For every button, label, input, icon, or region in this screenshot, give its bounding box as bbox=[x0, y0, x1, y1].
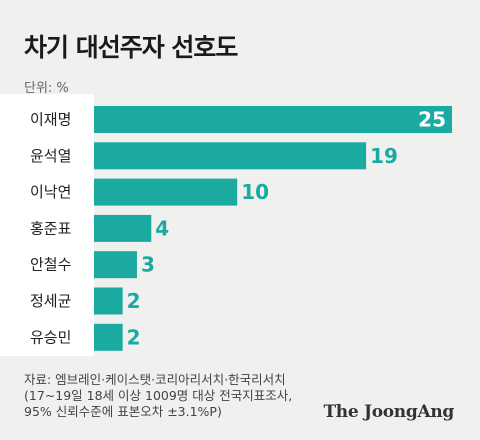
category-label: 윤석열 bbox=[30, 147, 71, 165]
category-label: 이재명 bbox=[30, 111, 71, 129]
bar bbox=[94, 106, 452, 133]
bar bbox=[94, 214, 152, 242]
category-label: 유승민 bbox=[30, 328, 71, 346]
category-label: 정세균 bbox=[30, 292, 72, 310]
value-label: 19 bbox=[370, 144, 398, 168]
value-label: 4 bbox=[155, 216, 169, 240]
value-label: 25 bbox=[418, 108, 446, 132]
bar bbox=[94, 251, 137, 279]
category-label: 이낙연 bbox=[30, 183, 71, 201]
source-note: 자료: 엠브레인·케이스탯·코리아리서치·한국리서치 (17~19일 18세 이… bbox=[24, 372, 324, 420]
bar bbox=[94, 323, 123, 351]
value-label: 10 bbox=[241, 180, 269, 204]
category-label: 안철수 bbox=[30, 256, 71, 274]
bar bbox=[94, 178, 238, 206]
bar bbox=[94, 142, 367, 170]
category-label: 홍준표 bbox=[30, 219, 72, 237]
chart-title: 차기 대선주자 선호도 bbox=[24, 33, 238, 62]
category-label-column bbox=[0, 94, 94, 356]
value-label: 3 bbox=[141, 253, 155, 277]
bar bbox=[94, 287, 123, 315]
unit-label: 단위: % bbox=[24, 81, 69, 96]
value-label: 2 bbox=[127, 289, 141, 313]
source-line-1: 자료: 엠브레인·케이스탯·코리아리서치·한국리서치 bbox=[24, 372, 286, 387]
source-line-2: (17~19일 18세 이상 1009명 대상 전국지표조사, bbox=[24, 388, 293, 403]
value-label: 2 bbox=[127, 325, 141, 349]
brand-logo: The JoongAng bbox=[323, 402, 454, 422]
source-line-3: 95% 신뢰수준에 표본오차 ±3.1%P) bbox=[24, 404, 222, 419]
